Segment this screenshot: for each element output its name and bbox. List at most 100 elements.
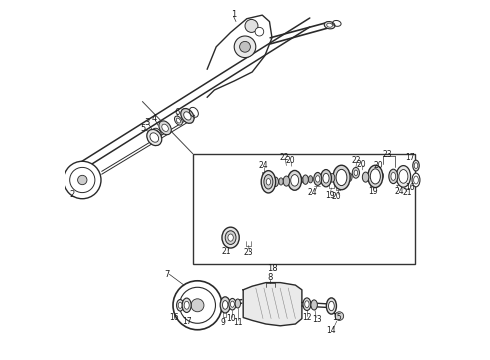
Ellipse shape [150, 133, 159, 142]
Text: 8: 8 [268, 274, 273, 282]
Polygon shape [243, 283, 302, 326]
Text: 9: 9 [221, 318, 226, 327]
Circle shape [234, 36, 256, 58]
Ellipse shape [399, 170, 408, 183]
Ellipse shape [174, 116, 182, 125]
Ellipse shape [283, 176, 290, 186]
Text: 23: 23 [382, 150, 392, 158]
Ellipse shape [347, 173, 352, 181]
Text: 22: 22 [351, 156, 361, 165]
Ellipse shape [225, 231, 236, 244]
Text: 7: 7 [164, 270, 169, 279]
Circle shape [173, 281, 222, 330]
Text: 13: 13 [312, 315, 322, 324]
Ellipse shape [178, 302, 182, 308]
Text: 11: 11 [233, 318, 243, 327]
Text: 21: 21 [403, 188, 413, 197]
Text: 21: 21 [221, 248, 231, 256]
Ellipse shape [220, 297, 230, 313]
Ellipse shape [413, 160, 419, 171]
Ellipse shape [154, 131, 159, 136]
Ellipse shape [222, 227, 239, 248]
Ellipse shape [320, 170, 331, 187]
Text: 10: 10 [226, 314, 236, 323]
Ellipse shape [389, 169, 398, 184]
Ellipse shape [176, 300, 184, 311]
Ellipse shape [314, 172, 321, 185]
Ellipse shape [391, 172, 395, 180]
Text: 5: 5 [141, 123, 146, 132]
Text: 20: 20 [331, 192, 341, 201]
Text: 6: 6 [174, 108, 179, 117]
Bar [193, 154, 416, 264]
Ellipse shape [308, 176, 313, 183]
Ellipse shape [264, 175, 273, 189]
Text: 19: 19 [325, 191, 334, 199]
Ellipse shape [176, 118, 180, 123]
Text: 17: 17 [405, 153, 415, 162]
Ellipse shape [228, 234, 233, 241]
Ellipse shape [379, 172, 383, 179]
Ellipse shape [298, 177, 303, 183]
Ellipse shape [368, 165, 383, 188]
Ellipse shape [159, 121, 171, 135]
Ellipse shape [333, 165, 350, 190]
Ellipse shape [279, 178, 283, 185]
Ellipse shape [229, 298, 236, 310]
Ellipse shape [414, 176, 418, 184]
Text: 24: 24 [395, 187, 405, 196]
Ellipse shape [324, 22, 335, 29]
Circle shape [77, 175, 87, 185]
Text: 23: 23 [244, 248, 253, 257]
Text: 18: 18 [267, 264, 277, 273]
Ellipse shape [162, 124, 169, 131]
Ellipse shape [336, 169, 347, 186]
Text: 12: 12 [302, 313, 312, 322]
Ellipse shape [184, 112, 191, 120]
Text: 4: 4 [152, 113, 157, 122]
Text: 16: 16 [405, 184, 415, 192]
Ellipse shape [152, 128, 161, 138]
Text: 20: 20 [356, 160, 366, 169]
Ellipse shape [273, 177, 278, 186]
Circle shape [245, 19, 258, 32]
Circle shape [70, 167, 95, 193]
Ellipse shape [412, 173, 420, 187]
Circle shape [179, 287, 216, 323]
Ellipse shape [328, 301, 334, 311]
Ellipse shape [147, 130, 162, 145]
Text: 24: 24 [308, 188, 318, 197]
Text: 24: 24 [259, 161, 269, 170]
Circle shape [255, 27, 264, 36]
Ellipse shape [329, 174, 335, 182]
Ellipse shape [326, 298, 337, 314]
Ellipse shape [414, 163, 418, 168]
Ellipse shape [327, 23, 332, 27]
Ellipse shape [230, 301, 234, 307]
Ellipse shape [182, 298, 191, 312]
Ellipse shape [181, 108, 194, 123]
Text: 17: 17 [182, 317, 192, 325]
Ellipse shape [352, 167, 360, 178]
Text: 2: 2 [70, 190, 75, 199]
Text: 19: 19 [368, 187, 378, 196]
Text: 20: 20 [285, 156, 295, 165]
Text: 22: 22 [279, 153, 289, 162]
Ellipse shape [316, 176, 320, 182]
Ellipse shape [291, 175, 298, 186]
Circle shape [64, 161, 101, 199]
Text: 14: 14 [326, 326, 336, 335]
Circle shape [335, 312, 343, 320]
Ellipse shape [323, 173, 329, 183]
Circle shape [240, 41, 250, 52]
Ellipse shape [370, 169, 380, 184]
Circle shape [191, 299, 204, 312]
Ellipse shape [305, 301, 309, 307]
Text: 20: 20 [373, 161, 383, 170]
Ellipse shape [261, 171, 275, 193]
Text: 15: 15 [332, 313, 342, 322]
Ellipse shape [184, 301, 189, 309]
Ellipse shape [396, 166, 411, 187]
Ellipse shape [235, 299, 241, 308]
Ellipse shape [266, 179, 270, 185]
